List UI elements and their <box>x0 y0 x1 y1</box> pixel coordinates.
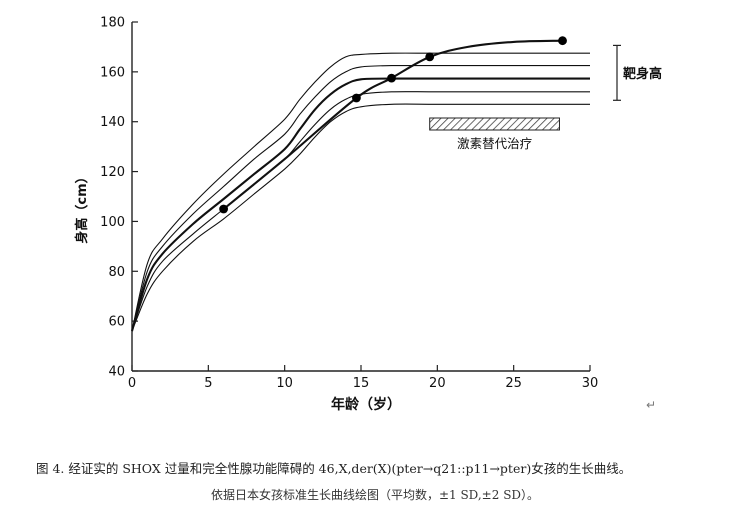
patient-data-point <box>352 93 361 103</box>
target-height-label: 靶身高 <box>623 66 662 82</box>
x-tick-label: 30 <box>582 376 599 391</box>
figure-subcaption: 依据日本女孩标准生长曲线绘图（平均数，±1 SD,±2 SD）。 <box>210 488 540 502</box>
y-tick-label: 160 <box>100 65 125 80</box>
patient-growth-line <box>222 39 563 210</box>
sd-growth-line <box>131 52 590 332</box>
hormone-therapy-label: 激素替代治疗 <box>457 136 532 151</box>
x-tick-label: 25 <box>505 376 522 391</box>
x-tick-label: 5 <box>204 376 212 391</box>
return-mark: ↵ <box>646 398 657 412</box>
patient-data-point <box>387 73 396 83</box>
patient-data-point <box>425 52 435 62</box>
hormone-therapy-bar <box>429 117 560 131</box>
sd-growth-line <box>131 64 590 332</box>
y-tick-label: 140 <box>100 115 125 130</box>
growth-chart: 40 60 80 100 120 140 160 180 0 5 10 15 20 25 30 靶身高激素替… <box>74 16 662 414</box>
growth-curves <box>130 36 590 332</box>
y-tick-label: 60 <box>108 315 125 330</box>
x-tick-label: 15 <box>353 376 370 391</box>
x-tick-label: 20 <box>429 376 446 391</box>
y-tick-label: 40 <box>108 365 125 380</box>
figure-caption: 图 4. 经证实的 SHOX 过量和完全性腺功能障碍的 46,X,der(X)(… <box>36 461 632 476</box>
y-tick-label: 80 <box>108 265 125 280</box>
chart-axes: 40 60 80 100 120 140 160 180 0 5 10 15 20 25 30 <box>100 16 598 392</box>
sd-growth-line <box>131 91 590 332</box>
x-tick-label: 0 <box>128 376 136 391</box>
y-tick-label: 180 <box>100 16 125 31</box>
x-tick-label: 10 <box>276 376 293 391</box>
sd-growth-line <box>131 103 590 332</box>
y-tick-label: 120 <box>100 165 125 180</box>
patient-data-point <box>219 204 229 214</box>
x-axis-label: 年龄（岁） <box>331 396 401 413</box>
mean-growth-line <box>130 77 590 332</box>
y-tick-label: 100 <box>100 215 125 230</box>
patient-data-point <box>558 36 567 46</box>
y-axis-label: 身高（cm） <box>74 170 90 243</box>
